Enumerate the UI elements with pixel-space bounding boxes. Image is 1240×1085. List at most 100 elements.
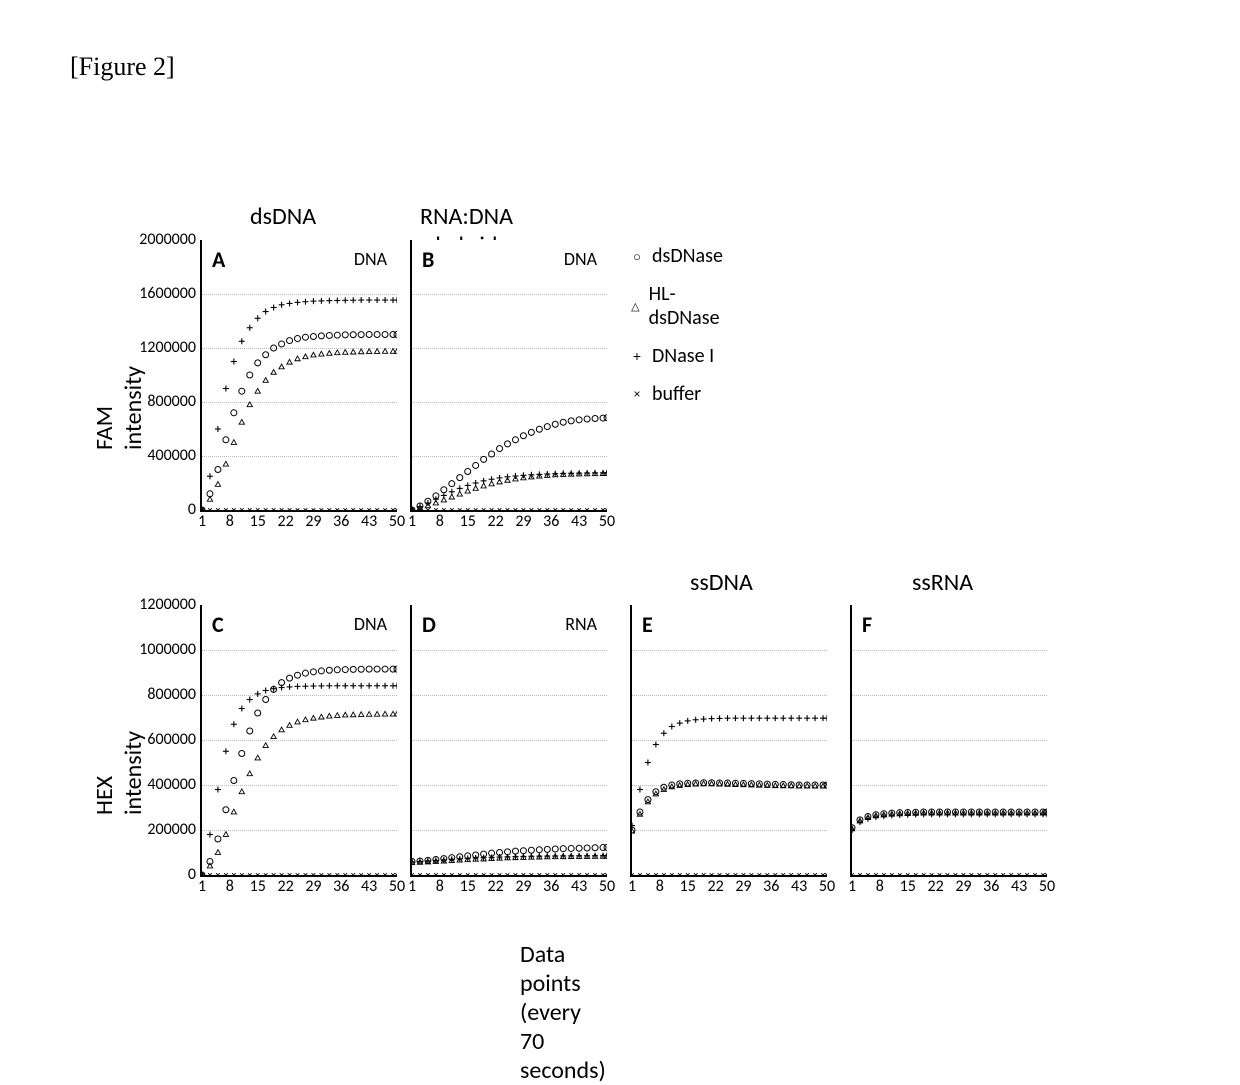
series-marker [433,496,439,502]
series-marker [335,713,340,718]
x-tick-label: 22 [487,877,503,896]
series-marker [797,873,801,875]
series-marker [326,298,332,304]
series-marker [653,742,659,748]
series-marker [921,811,927,817]
x-tick-label: 29 [305,512,321,531]
series-marker [442,508,446,510]
series-marker [512,848,518,854]
figure-label: [Figure 2] [70,52,175,82]
plot-area [412,240,607,510]
series-marker [327,351,332,356]
series-marker [857,819,863,825]
series-marker [304,873,308,875]
series-marker [239,706,245,712]
series-marker [465,488,470,493]
chart-panel-F: 18152229364350F [850,605,1047,877]
series-marker [426,873,430,875]
series-marker [474,873,478,875]
series-marker [382,349,387,354]
series-marker [473,486,478,491]
x-tick-label: 22 [707,877,723,896]
series-marker [302,683,308,689]
series-marker [302,334,308,340]
series-marker [544,424,550,430]
series-marker [312,508,316,510]
series-marker [449,481,455,487]
series-marker [450,508,454,510]
series-marker [280,508,284,510]
plot-area [632,605,827,875]
series-marker [351,712,356,717]
series-marker [449,494,454,499]
series-marker [561,508,565,510]
legend-item-label: buffer [652,382,701,406]
series-marker [342,683,348,689]
series-marker [295,719,300,724]
x-tick-label: 43 [361,512,377,531]
series-marker [334,683,340,689]
series-marker [358,297,364,303]
series-marker [255,388,260,393]
series-marker [805,873,809,875]
legend-item: +DNase I [630,344,723,368]
series-marker [670,873,674,875]
series-marker [693,717,699,723]
series-marker [638,873,642,875]
series-marker [359,508,363,510]
series-marker [382,297,388,303]
series-marker [865,816,871,822]
series-marker [395,873,397,875]
series-marker [383,873,387,875]
series-marker [351,873,355,875]
series-marker [764,715,770,721]
series-marker [593,508,597,510]
series-marker [592,415,598,421]
series-marker [661,730,667,736]
series-marker [223,461,228,466]
legend-item-label: HL-dsDNase [649,282,723,330]
series-marker [342,667,348,673]
series-marker [320,508,324,510]
x-tick-label: 50 [1039,877,1055,896]
series-marker [553,508,557,510]
y-tick-label: 800000 [118,392,196,411]
series-marker [318,298,324,304]
chart-panel-A: 0400000800000120000016000002000000181522… [200,240,397,512]
series-marker [231,809,236,814]
series-marker [913,811,919,817]
x-tick-label: 43 [791,877,807,896]
series-marker [512,473,518,479]
series-marker [528,847,534,853]
x-tick-label: 36 [543,877,559,896]
series-marker [1024,811,1030,817]
series-marker [263,352,269,358]
series-marker [231,778,237,784]
series-marker [247,728,253,734]
series-marker [441,492,447,498]
y-tick-label: 1600000 [118,284,196,303]
series-marker [394,332,397,338]
series-marker [350,297,356,303]
series-marker [287,675,293,681]
series-marker [604,844,607,850]
series-marker [395,508,397,510]
series-marker [279,727,284,732]
series-marker [319,714,324,719]
series-marker [449,489,455,495]
series-marker [327,713,332,718]
legend-item-label: DNase I [652,344,714,368]
series-marker [255,315,261,321]
series-marker [296,508,300,510]
series-marker [367,508,371,510]
series-marker [302,299,308,305]
series-marker [577,508,581,510]
series-marker [905,812,911,818]
series-marker [426,508,430,510]
series-marker [748,715,754,721]
series-marker [938,873,942,875]
series-marker [750,873,754,875]
series-marker [304,508,308,510]
series-marker [929,811,935,817]
series-marker [458,873,462,875]
